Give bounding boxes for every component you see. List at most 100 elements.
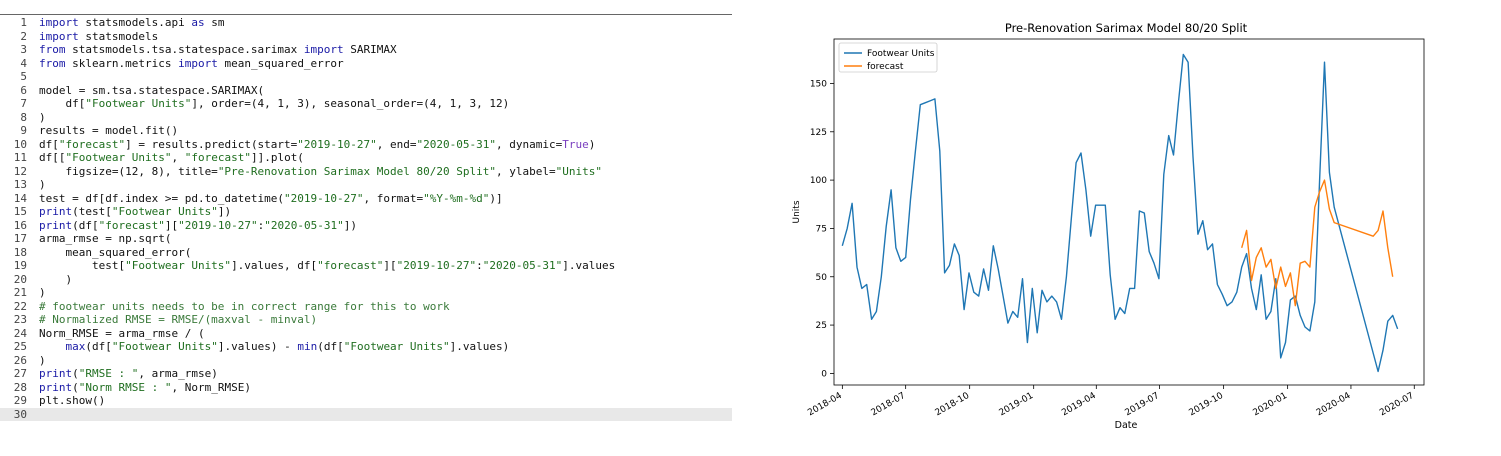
code-token: results = model.fit()	[39, 124, 179, 137]
code-token: "forecast"	[317, 259, 384, 272]
code-token: "Footwear Units"	[111, 205, 218, 218]
code-token: figsize=(12, 8), title=	[39, 164, 218, 178]
plot-frame	[833, 38, 1425, 386]
code-token: import	[39, 29, 79, 43]
code-line[interactable]: 7 df["Footwear Units"], order=(4, 1, 3),…	[0, 97, 732, 111]
line-number: 3	[20, 43, 27, 56]
code-token: arma_rmse = np.sqrt(	[39, 232, 172, 245]
code-token: ])	[343, 218, 357, 232]
code-line[interactable]: 11 df[["Footwear Units", "forecast"]].plo…	[0, 151, 732, 165]
code-line[interactable]: 15 print(test["Footwear Units"])	[0, 205, 732, 219]
code-token: # Normalized RMSE = RMSE/(maxval - minva…	[39, 313, 318, 326]
code-text: import statsmodels.api as sm	[39, 16, 224, 30]
code-token: print	[39, 205, 73, 218]
code-token: ].values, df[	[231, 259, 318, 272]
line-number: 2	[20, 29, 27, 43]
line-number: 27	[13, 367, 27, 380]
code-token: df[	[39, 97, 86, 110]
code-line[interactable]: 18 mean_squared_error(	[0, 246, 732, 260]
code-line[interactable]: 9 results = model.fit()	[0, 124, 732, 138]
code-token: , Norm_RMSE)	[171, 380, 251, 394]
code-token: )]	[489, 191, 503, 205]
code-line[interactable]: 5	[0, 70, 732, 84]
code-token: min	[297, 340, 318, 353]
code-line[interactable]: 24 Norm_RMSE = arma_rmse / (	[0, 327, 732, 341]
code-line[interactable]: 30	[0, 407, 732, 421]
y-tick-label: 25	[816, 321, 827, 331]
chart-legend: Footwear Units forecast	[838, 42, 938, 73]
code-line[interactable]: 8)	[0, 111, 732, 125]
line-number: 9	[20, 124, 27, 137]
code-text: df[["Footwear Units", "forecast"]].plot(	[39, 151, 304, 165]
code-token: , dynamic=	[496, 137, 563, 151]
code-token: "2019-10-27"	[396, 259, 477, 272]
code-token: model = sm.tsa.statespace.SARIMAX(	[39, 83, 265, 97]
x-tick-label: 2020-01	[1252, 391, 1290, 418]
code-token	[39, 340, 66, 353]
legend-box	[838, 42, 938, 73]
y-tick-label: 150	[810, 79, 827, 89]
code-token: ])	[217, 205, 232, 218]
code-line[interactable]: 10 df["forecast"] = results.predict(start…	[0, 138, 732, 152]
line-number: 29	[13, 394, 27, 407]
code-line[interactable]: 6 model = sm.tsa.statespace.SARIMAX(	[0, 84, 732, 98]
code-text: )	[39, 286, 46, 300]
code-text: model = sm.tsa.statespace.SARIMAX(	[39, 84, 264, 98]
line-number: 14	[13, 191, 27, 205]
code-line[interactable]: 3 from statsmodels.tsa.statespace.sarimax…	[0, 43, 732, 57]
code-token: )	[39, 286, 46, 299]
code-token: )	[588, 137, 596, 151]
code-token: (df[	[85, 340, 112, 353]
code-token: , format=	[363, 191, 424, 205]
code-token: ].values)	[449, 340, 510, 353]
code-text: print(df["forecast"]["2019-10-27":"2020-…	[39, 219, 357, 233]
code-token: "2019-10-27"	[178, 218, 258, 232]
code-line[interactable]: 23 # Normalized RMSE = RMSE/(maxval - min…	[0, 313, 732, 327]
code-editor[interactable]: 1 import statsmodels.api as sm 2 import sta…	[0, 0, 732, 451]
code-token: sm	[204, 16, 225, 29]
line-number: 28	[13, 380, 27, 394]
code-token: ][	[383, 259, 397, 272]
code-token: "RMSE : "	[78, 367, 139, 380]
code-token: max	[65, 340, 86, 353]
code-line[interactable]: 2 import statsmodels	[0, 30, 732, 44]
code-text: )	[39, 273, 72, 287]
code-line[interactable]: 1 import statsmodels.api as sm	[0, 16, 732, 30]
legend-label: Footwear Units	[867, 49, 935, 59]
code-line[interactable]: 22 # footwear units needs to be in correc…	[0, 300, 732, 314]
code-token: ]].plot(	[250, 151, 304, 164]
code-line[interactable]: 21)	[0, 286, 732, 300]
code-line[interactable]: 17 arma_rmse = np.sqrt(	[0, 232, 732, 246]
code-token: "Footwear Units"	[85, 97, 192, 110]
code-line[interactable]: 27 print("RMSE : ", arma_rmse)	[0, 367, 732, 381]
line-number: 8	[20, 110, 27, 124]
code-token: "%Y-%m-%d"	[423, 191, 490, 205]
code-line[interactable]: 12 figsize=(12, 8), title="Pre-Renovatio…	[0, 165, 732, 179]
code-line[interactable]: 25 max(df["Footwear Units"].values) - mi…	[0, 340, 732, 354]
code-text: print("Norm RMSE : ", Norm_RMSE)	[39, 381, 251, 395]
code-token: :	[476, 259, 483, 272]
code-text: test["Footwear Units"].values, df["forec…	[39, 259, 615, 273]
code-line[interactable]: 14 test = df[df.index >= pd.to_datetime("…	[0, 192, 732, 206]
code-line[interactable]: 28 print("Norm RMSE : ", Norm_RMSE)	[0, 381, 732, 395]
code-text: Norm_RMSE = arma_rmse / (	[39, 327, 205, 341]
code-token: statsmodels.api	[78, 16, 192, 29]
code-token: , ylabel=	[495, 164, 556, 178]
code-line[interactable]: 16 print(df["forecast"]["2019-10-27":"202…	[0, 219, 732, 233]
code-line[interactable]: 20 )	[0, 273, 732, 287]
y-axis-label: Units	[792, 200, 802, 223]
code-token: from	[39, 56, 66, 70]
y-tick-label: 50	[816, 273, 828, 283]
code-line[interactable]: 13)	[0, 178, 732, 192]
code-line[interactable]: 26)	[0, 354, 732, 368]
code-text: # footwear units needs to be in correct …	[39, 300, 450, 314]
code-token: "2020-05-31"	[482, 259, 563, 272]
code-text: print(test["Footwear Units"])	[39, 205, 231, 219]
line-number: 7	[20, 97, 27, 110]
code-token: ].values) -	[217, 340, 298, 353]
chart-title: Pre-Renovation Sarimax Model 80/20 Split	[1005, 21, 1248, 35]
x-tick-label: 2020-07	[1378, 391, 1416, 418]
code-line[interactable]: 19 test["Footwear Units"].values, df["fo…	[0, 259, 732, 273]
code-line[interactable]: 29 plt.show()	[0, 394, 732, 408]
code-line[interactable]: 4 from sklearn.metrics import mean_square…	[0, 57, 732, 71]
